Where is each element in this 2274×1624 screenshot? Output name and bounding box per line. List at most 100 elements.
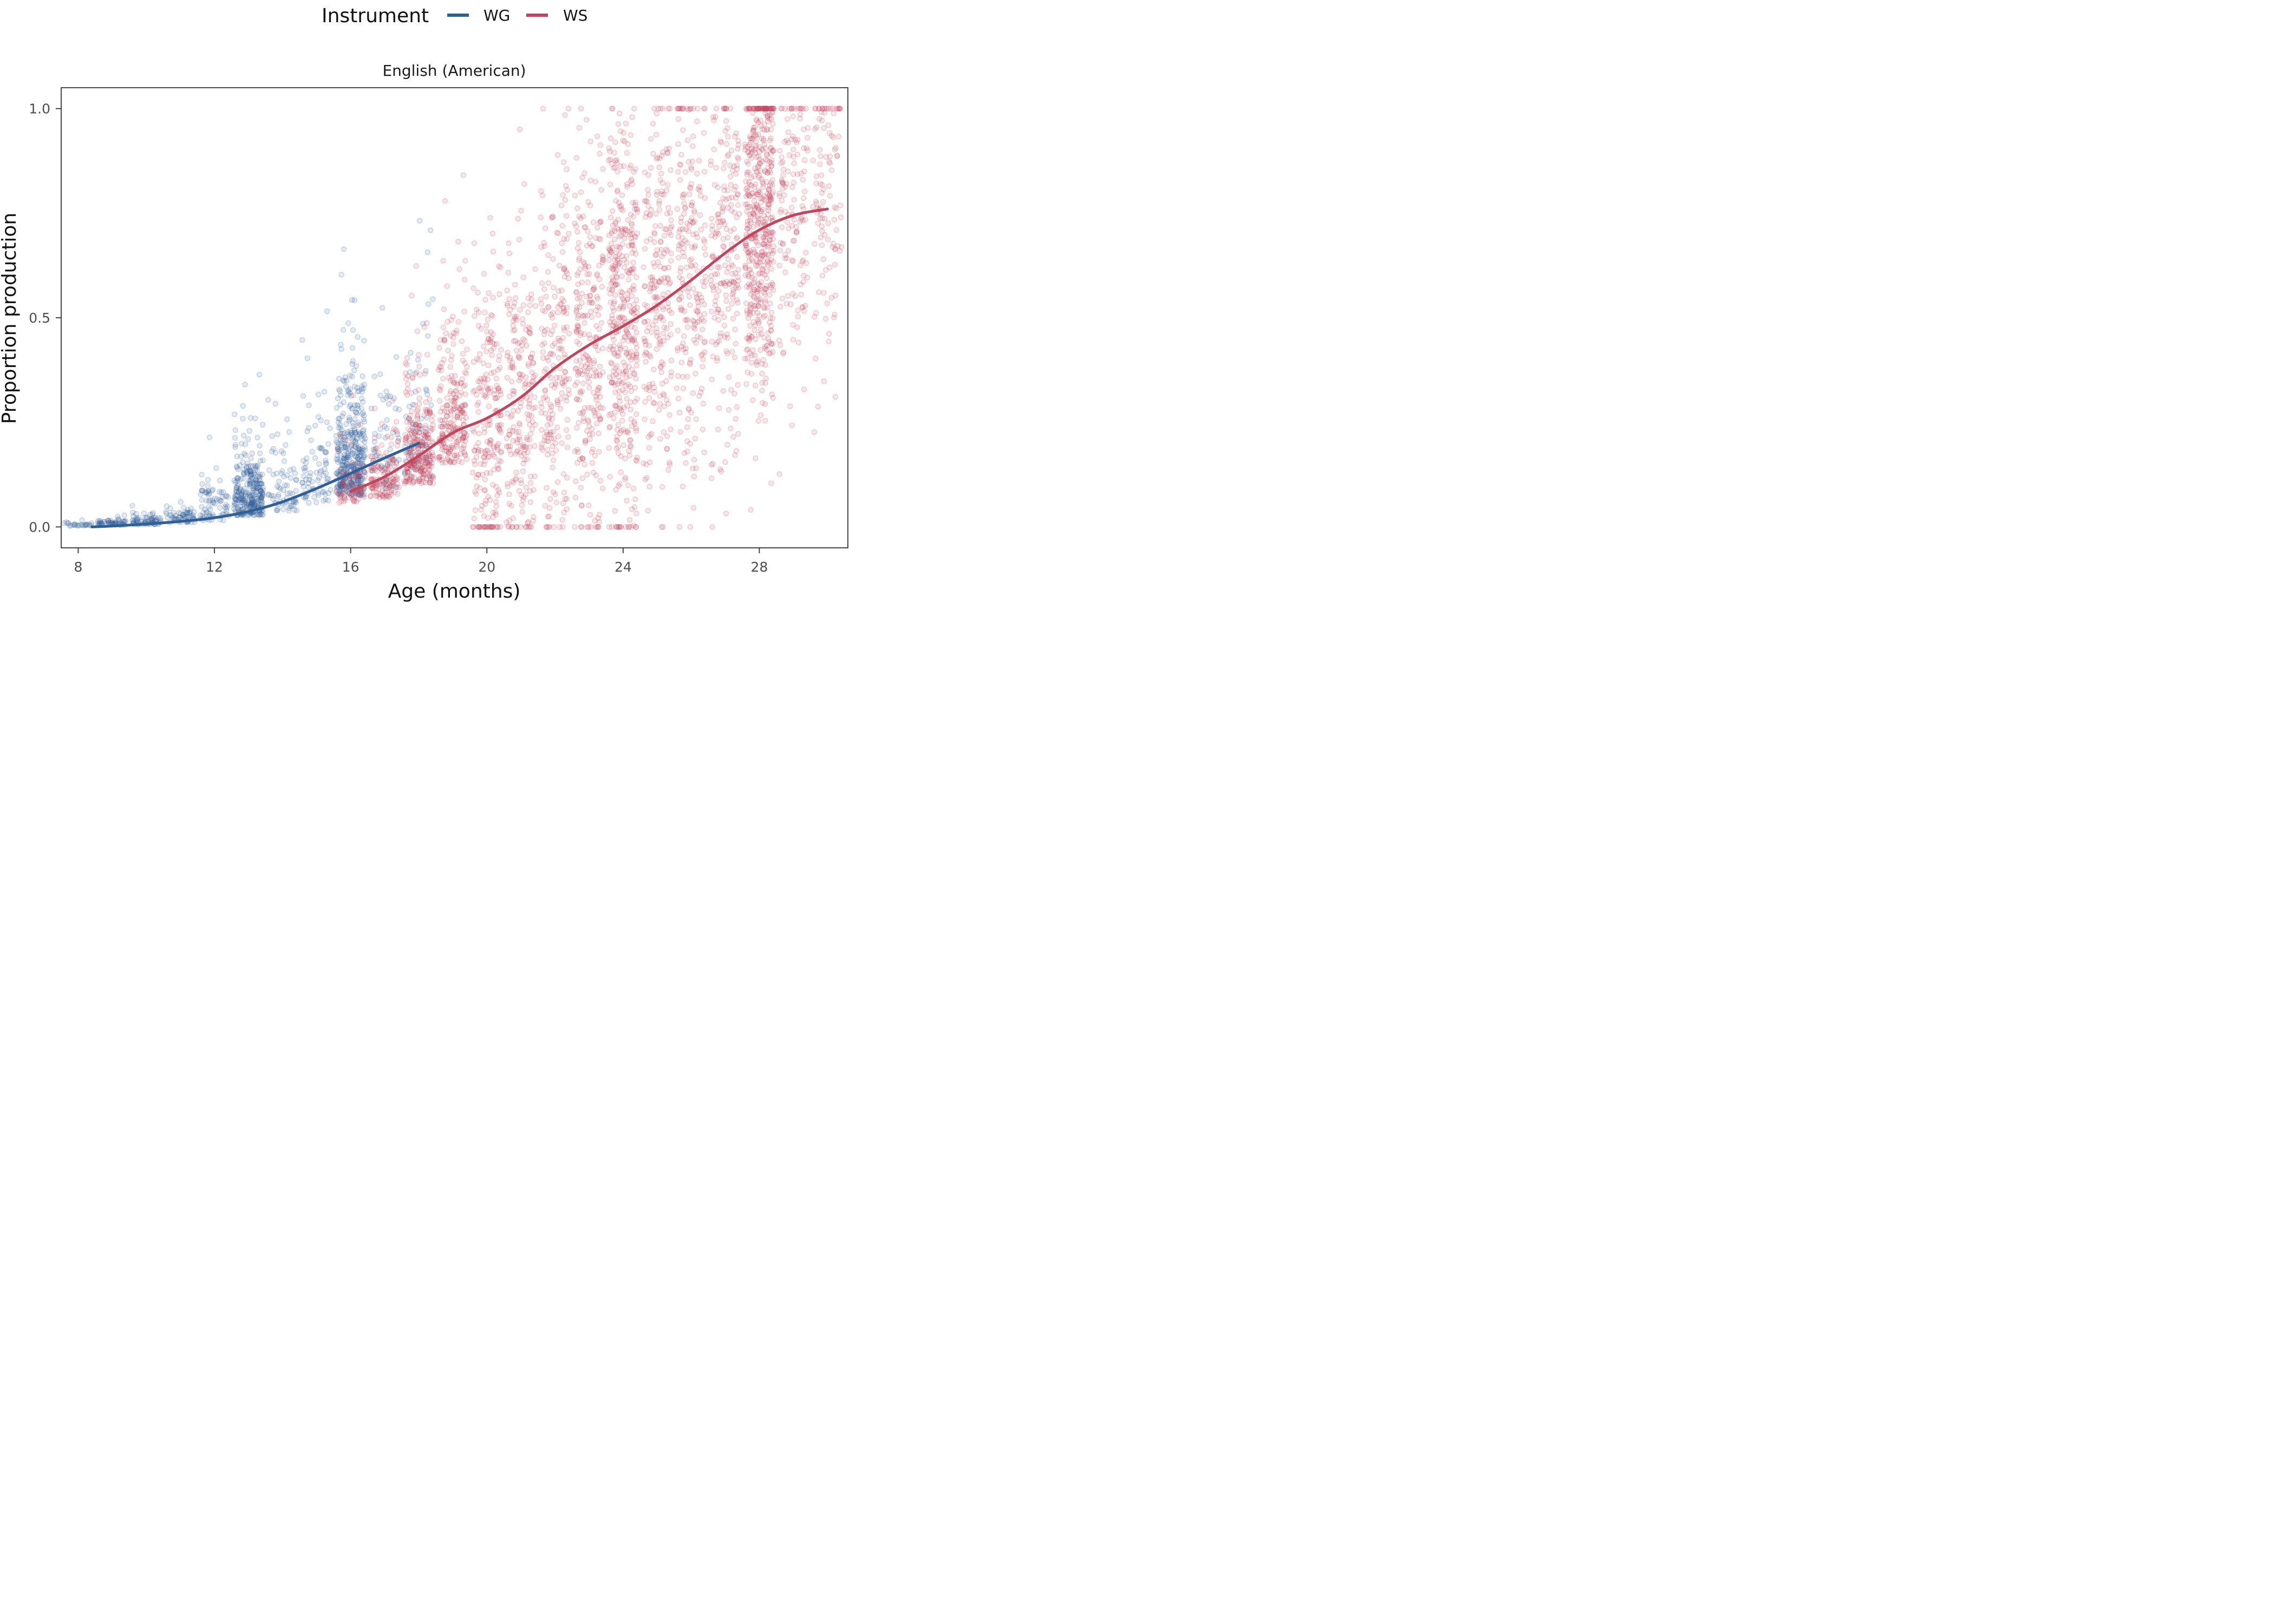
data-point — [449, 353, 455, 359]
data-point — [582, 440, 589, 446]
data-point — [485, 422, 491, 428]
data-point — [631, 371, 638, 377]
data-point — [238, 492, 245, 498]
data-point — [360, 437, 366, 443]
data-point — [762, 272, 768, 278]
data-point — [362, 447, 368, 453]
data-point — [752, 276, 757, 282]
data-point — [716, 264, 722, 271]
data-point — [779, 179, 786, 186]
data-point — [335, 446, 341, 451]
data-point — [523, 444, 530, 450]
data-point — [817, 181, 824, 187]
data-point — [475, 290, 481, 296]
data-point — [206, 511, 212, 518]
data-point — [629, 114, 635, 120]
data-point — [176, 509, 182, 516]
data-point — [303, 460, 309, 466]
data-point — [254, 435, 260, 441]
data-point — [679, 374, 686, 380]
data-point — [322, 491, 328, 497]
data-point — [708, 277, 714, 284]
data-point — [240, 488, 246, 494]
data-point — [619, 253, 625, 259]
data-point — [275, 431, 280, 437]
data-point — [257, 493, 263, 499]
data-point — [540, 106, 546, 112]
data-point — [766, 292, 773, 298]
data-point — [768, 135, 774, 141]
data-point — [624, 184, 630, 190]
data-point — [391, 456, 397, 463]
data-point — [725, 306, 731, 312]
data-point — [610, 106, 616, 112]
data-point — [342, 483, 348, 489]
data-point — [374, 464, 381, 470]
data-point — [254, 485, 260, 491]
data-point — [587, 512, 593, 518]
data-point — [550, 443, 556, 449]
data-point — [182, 509, 188, 515]
data-point — [420, 457, 426, 463]
data-point — [206, 504, 212, 510]
data-point — [659, 180, 666, 186]
data-point — [387, 446, 393, 453]
data-point — [130, 513, 136, 519]
data-point — [649, 329, 655, 336]
data-point — [165, 515, 171, 521]
data-point — [344, 437, 350, 443]
data-point — [517, 449, 523, 455]
data-point — [347, 428, 354, 434]
data-point — [319, 489, 326, 495]
data-point — [615, 281, 620, 287]
data-point — [299, 337, 305, 343]
data-point — [746, 106, 752, 112]
data-point — [766, 186, 772, 192]
data-point — [556, 263, 563, 269]
data-point — [247, 481, 253, 487]
data-point — [654, 333, 660, 339]
data-point — [697, 335, 703, 341]
data-point — [450, 341, 456, 347]
data-point — [745, 161, 752, 167]
data-point — [473, 507, 479, 513]
data-point — [794, 152, 801, 158]
data-point — [306, 402, 312, 408]
data-point — [780, 350, 786, 357]
data-point — [284, 472, 290, 478]
data-point — [610, 333, 616, 339]
data-point — [483, 323, 489, 329]
data-point — [643, 359, 649, 365]
data-point — [519, 316, 526, 322]
data-point — [663, 187, 670, 194]
data-point — [800, 176, 806, 183]
data-point — [711, 182, 718, 188]
data-point — [744, 369, 751, 376]
data-point — [340, 469, 347, 475]
data-point — [690, 317, 696, 324]
data-point — [711, 146, 717, 152]
data-point — [609, 286, 616, 292]
data-point — [802, 157, 808, 163]
data-point — [679, 483, 686, 489]
data-point — [323, 461, 329, 467]
data-point — [688, 410, 694, 416]
data-point — [693, 416, 700, 422]
data-point — [614, 274, 620, 281]
data-point — [650, 260, 657, 266]
data-point — [510, 388, 516, 394]
data-point — [337, 388, 343, 394]
data-point — [734, 235, 740, 242]
data-point — [448, 411, 454, 418]
data-point — [756, 312, 762, 319]
data-point — [447, 390, 454, 397]
data-point — [309, 479, 315, 484]
data-point — [683, 460, 689, 466]
data-point — [355, 475, 361, 481]
data-point — [260, 457, 266, 463]
data-point — [656, 198, 662, 204]
data-point — [244, 469, 250, 475]
data-point — [453, 388, 459, 394]
data-point — [722, 459, 728, 465]
data-point — [257, 472, 263, 478]
